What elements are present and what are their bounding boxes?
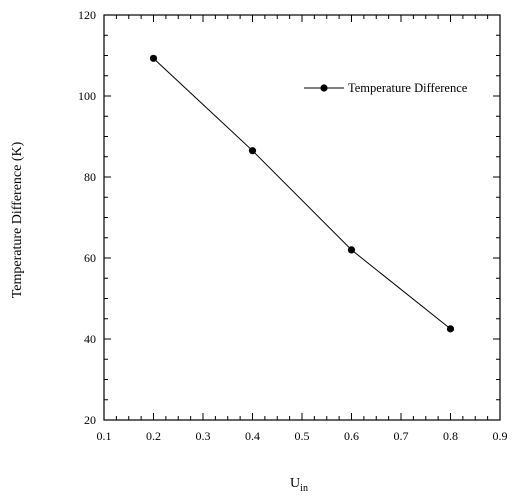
- y-tick-label: 20: [84, 413, 96, 427]
- legend-marker: [320, 84, 328, 92]
- x-axis-label-main: U: [290, 476, 300, 491]
- x-tick-label: 0.6: [344, 429, 359, 443]
- plot-area-frame: [103, 14, 501, 421]
- legend: Temperature Difference: [304, 81, 468, 95]
- y-tick-label: 60: [84, 251, 96, 265]
- data-point: [149, 54, 158, 62]
- y-tick-label: 120: [78, 8, 96, 22]
- x-tick-label: 0.8: [443, 429, 458, 443]
- y-tick-label: 80: [84, 170, 96, 184]
- x-tick-label: 0.5: [295, 429, 310, 443]
- y-axis-ticks: 20 40 60 80 100 120: [78, 8, 500, 427]
- data-point: [248, 147, 257, 155]
- y-axis-label: Temperature Difference (K): [10, 141, 25, 298]
- data-point: [347, 246, 356, 254]
- legend-label: Temperature Difference: [348, 81, 468, 95]
- x-axis-label-subscript: in: [300, 483, 308, 494]
- x-tick-label: 0.9: [493, 429, 508, 443]
- series-layer: [149, 54, 455, 333]
- x-axis-label: Uin: [290, 476, 308, 494]
- y-tick-label: 40: [84, 332, 96, 346]
- x-tick-label: 0.3: [196, 429, 211, 443]
- x-axis-ticks: 0.1 0.2 0.3 0.4 0.5 0.6 0.7 0.8 0.9: [97, 15, 508, 443]
- series-line: [153, 57, 451, 330]
- x-tick-label: 0.2: [146, 429, 161, 443]
- x-tick-label: 0.7: [394, 429, 409, 443]
- y-tick-label: 100: [78, 89, 96, 103]
- x-tick-label: 0.4: [245, 429, 260, 443]
- data-point: [446, 325, 455, 333]
- x-tick-label: 0.1: [97, 429, 112, 443]
